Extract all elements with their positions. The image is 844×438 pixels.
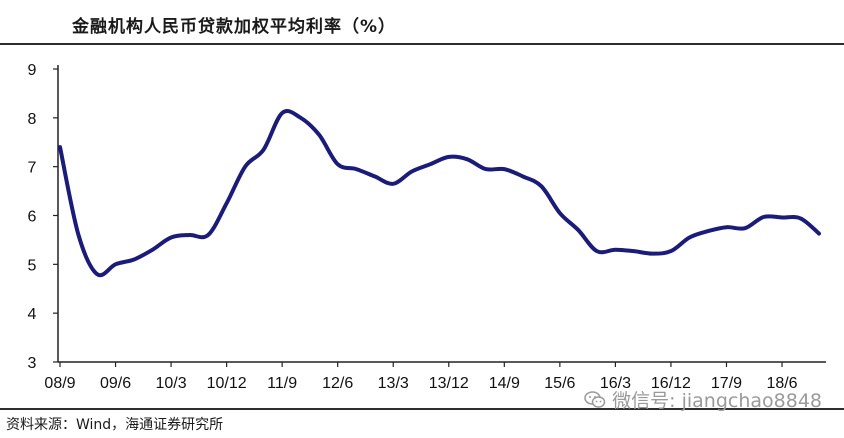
x-tick-label: 16/12 xyxy=(651,375,691,392)
series-line xyxy=(58,109,821,278)
source-note: 资料来源：Wind，海通证券研究所 xyxy=(6,417,224,433)
x-tick-label: 13/3 xyxy=(378,375,409,392)
x-tick-label: 13/12 xyxy=(429,375,469,392)
x-tick-label: 09/6 xyxy=(100,375,131,392)
x-tick-label: 11/9 xyxy=(267,375,297,392)
y-axis-ticks: 3 4 5 6 7 8 9 xyxy=(28,62,58,372)
bottom-rule xyxy=(0,408,844,410)
watermark-text: 微信号: jiangchao8848 xyxy=(612,390,822,412)
chart-title: 金融机构人民币贷款加权平均利率（%） xyxy=(72,17,397,37)
x-tick-label: 12/6 xyxy=(322,375,353,392)
y-tick-label: 8 xyxy=(28,111,37,128)
y-tick-label: 6 xyxy=(28,209,37,226)
x-tick-label: 14/9 xyxy=(489,375,520,392)
x-tick-label: 08/9 xyxy=(44,375,75,392)
watermark: 微信号: jiangchao8848 xyxy=(584,386,822,413)
x-tick-label: 10/3 xyxy=(156,375,187,392)
x-tick-label: 18/6 xyxy=(766,375,797,392)
axes xyxy=(57,65,826,363)
x-axis-ticks: 08/9 09/6 10/3 10/12 11/9 12/6 13/3 13/12 14/9 15… xyxy=(44,362,798,392)
title-rule xyxy=(0,43,844,45)
wechat-icon xyxy=(584,390,606,408)
x-tick-label: 16/3 xyxy=(600,375,631,392)
x-tick-label: 15/6 xyxy=(544,375,575,392)
y-tick-label: 5 xyxy=(28,257,37,274)
x-tick-label: 17/9 xyxy=(711,375,742,392)
line-chart: 3 4 5 6 7 8 9 08/9 09/6 10/3 10/12 11/9 12/6 13/3 13/… xyxy=(28,62,826,392)
y-tick-label: 3 xyxy=(28,355,37,372)
y-tick-label: 7 xyxy=(28,160,37,177)
y-tick-label: 4 xyxy=(28,306,37,323)
y-tick-label: 9 xyxy=(28,62,37,79)
x-tick-label: 10/12 xyxy=(207,375,247,392)
